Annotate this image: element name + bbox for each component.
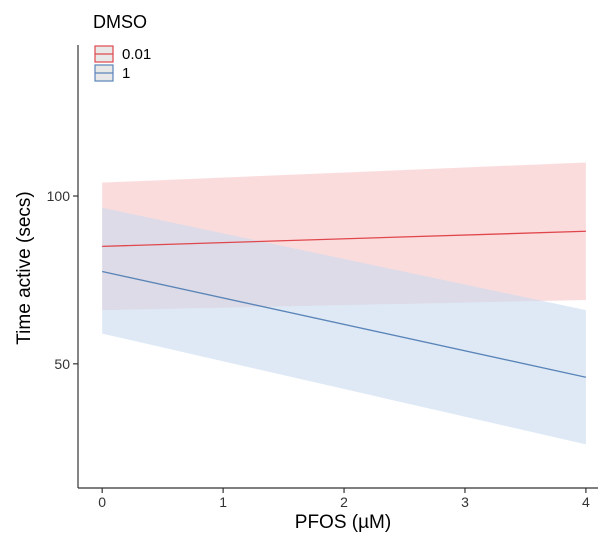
fit-lines: [102, 230, 587, 378]
x-tick-label: 2: [340, 494, 348, 510]
y-tick-label: 50: [54, 356, 70, 372]
confidence-band-1: [102, 207, 586, 445]
confidence-bands: [102, 162, 586, 445]
x-tick-label: 4: [582, 494, 590, 510]
y-tick-label: 100: [47, 188, 71, 204]
y-axis-title: Time active (secs): [14, 191, 35, 344]
fit-line-1: [102, 270, 587, 378]
y-axis-ticks: 50 100: [47, 188, 78, 372]
fit-line-0.01: [102, 230, 586, 248]
x-tick-label: 0: [98, 494, 106, 510]
x-axis-title: PFOS (µM): [295, 512, 391, 533]
legend: DMSO 0.01 1: [93, 12, 151, 82]
x-axis-ticks: 0 1 2 3 4: [98, 488, 590, 510]
legend-label-1: 1: [122, 65, 130, 82]
x-tick-label: 1: [219, 494, 227, 510]
x-tick-label: 3: [461, 494, 469, 510]
legend-label-0.01: 0.01: [122, 46, 151, 63]
legend-title: DMSO: [93, 12, 147, 32]
